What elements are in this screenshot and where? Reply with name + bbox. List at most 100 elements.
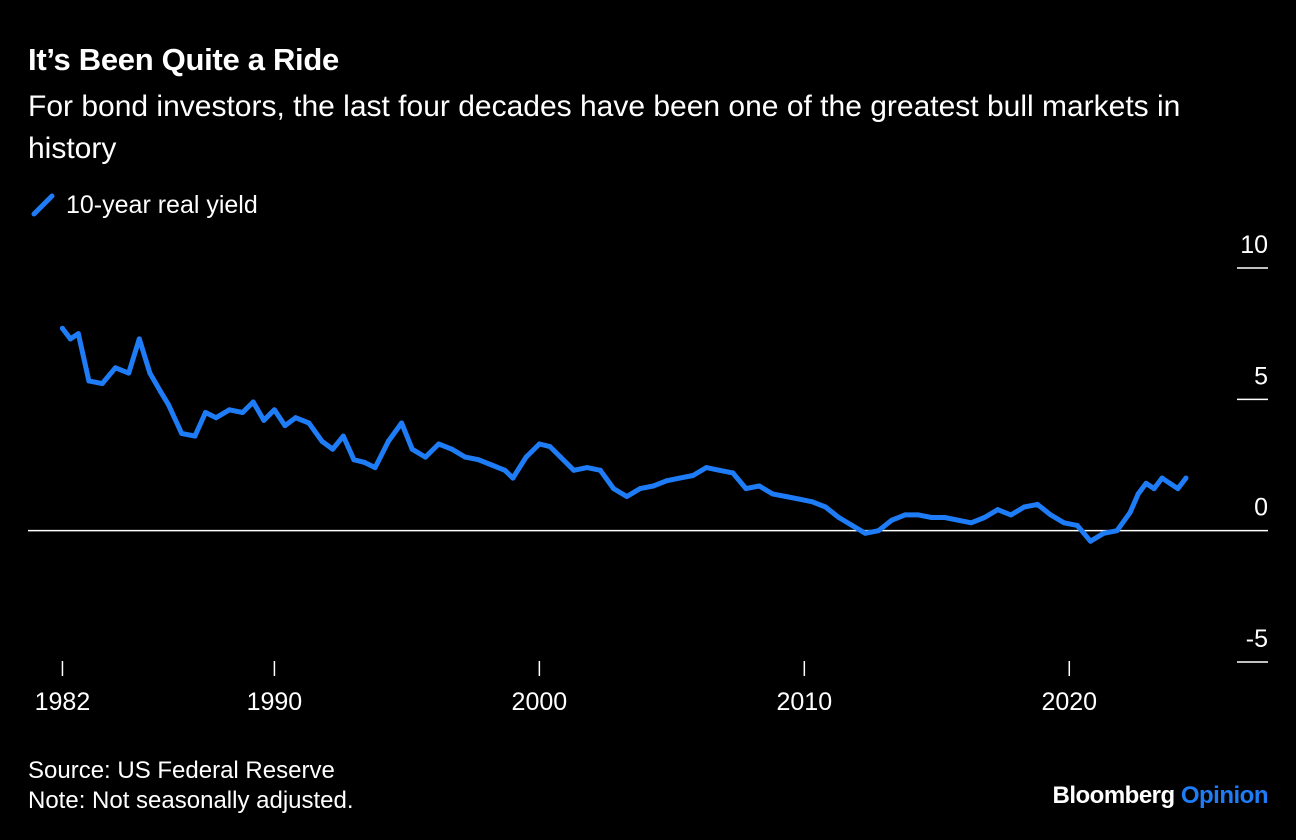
data-point [703, 465, 709, 471]
data-point [372, 465, 378, 471]
data-point [730, 470, 736, 476]
data-point [981, 515, 987, 521]
data-point [126, 370, 132, 376]
data-point [536, 441, 542, 447]
data-point [261, 417, 267, 423]
data-point [968, 520, 974, 526]
y-tick-label: 5 [1254, 362, 1268, 390]
brand-name: Bloomberg [1052, 782, 1176, 809]
data-point [1183, 475, 1189, 481]
data-point [213, 415, 219, 421]
data-point [558, 454, 564, 460]
x-tick-label: 2000 [512, 688, 568, 716]
data-point [240, 409, 246, 415]
legend: 10-year real yield [28, 190, 258, 220]
data-point [523, 454, 529, 460]
data-point [157, 388, 163, 394]
data-point [489, 462, 495, 468]
data-point [1087, 538, 1093, 544]
data-point [836, 515, 842, 521]
data-point [1175, 486, 1181, 492]
data-point [915, 512, 921, 518]
data-point [1061, 520, 1067, 526]
data-point [611, 486, 617, 492]
data-point [756, 483, 762, 489]
chart-subtitle: For bond investors, the last four decade… [28, 90, 1181, 165]
legend-label: 10-year real yield [66, 190, 258, 219]
data-point [351, 457, 357, 463]
source-text: Source: US Federal Reserve [28, 757, 335, 784]
data-point [330, 446, 336, 452]
data-point [929, 515, 935, 521]
data-point [547, 444, 553, 450]
brand-logo: Bloomberg Opinion [1053, 782, 1269, 810]
data-point [179, 430, 185, 436]
y-tick-label: 0 [1254, 494, 1268, 522]
data-point [203, 409, 209, 415]
data-point [462, 454, 468, 460]
data-point [1034, 501, 1040, 507]
data-point [1021, 504, 1027, 510]
chart-title: It’s Been Quite a Ride [28, 42, 339, 77]
data-point [192, 433, 198, 439]
note-text: Note: Not seasonally adjusted. [28, 787, 354, 814]
data-point [449, 446, 455, 452]
data-point [783, 494, 789, 500]
data-point [1159, 475, 1165, 481]
data-point [1101, 530, 1107, 536]
data-point [99, 381, 105, 387]
data-point [743, 486, 749, 492]
data-point [75, 331, 81, 337]
data-point [902, 512, 908, 518]
data-point [1151, 486, 1157, 492]
data-point [1114, 528, 1120, 534]
data-point [664, 478, 670, 484]
data-point [226, 407, 232, 413]
data-point [942, 515, 948, 521]
x-tick-label: 1982 [35, 688, 91, 716]
data-point [571, 467, 577, 473]
legend-line-icon [31, 193, 55, 217]
data-point [282, 423, 288, 429]
data-point [717, 467, 723, 473]
data-point [67, 336, 73, 342]
x-tick-label: 2020 [1041, 688, 1097, 716]
data-point [637, 486, 643, 492]
data-point [796, 496, 802, 502]
data-point [510, 475, 516, 481]
data-point [597, 467, 603, 473]
data-point [650, 483, 656, 489]
data-point [319, 438, 325, 444]
series-line-real-yield [59, 325, 1189, 544]
x-tick-label: 2010 [777, 688, 833, 716]
data-point [1135, 491, 1141, 497]
data-point [250, 399, 256, 405]
data-point [399, 420, 405, 426]
x-tick-label: 1990 [247, 688, 303, 716]
data-point [86, 378, 92, 384]
data-point [271, 407, 277, 413]
data-point [624, 494, 630, 500]
data-point [436, 441, 442, 447]
data-point [690, 473, 696, 479]
data-point [502, 467, 508, 473]
data-point [770, 491, 776, 497]
data-point [1074, 522, 1080, 528]
data-point [385, 438, 391, 444]
data-point [422, 454, 428, 460]
data-point [1143, 480, 1149, 486]
data-point [59, 325, 65, 331]
data-point [165, 402, 171, 408]
data-point [112, 365, 118, 371]
y-tick-label: 10 [1240, 231, 1268, 259]
data-point [361, 459, 367, 465]
data-point [809, 499, 815, 505]
data-point [677, 475, 683, 481]
data-point [293, 415, 299, 421]
data-point [955, 517, 961, 523]
data-point [849, 522, 855, 528]
data-point [147, 370, 153, 376]
data-point [889, 517, 895, 523]
data-point [995, 507, 1001, 513]
